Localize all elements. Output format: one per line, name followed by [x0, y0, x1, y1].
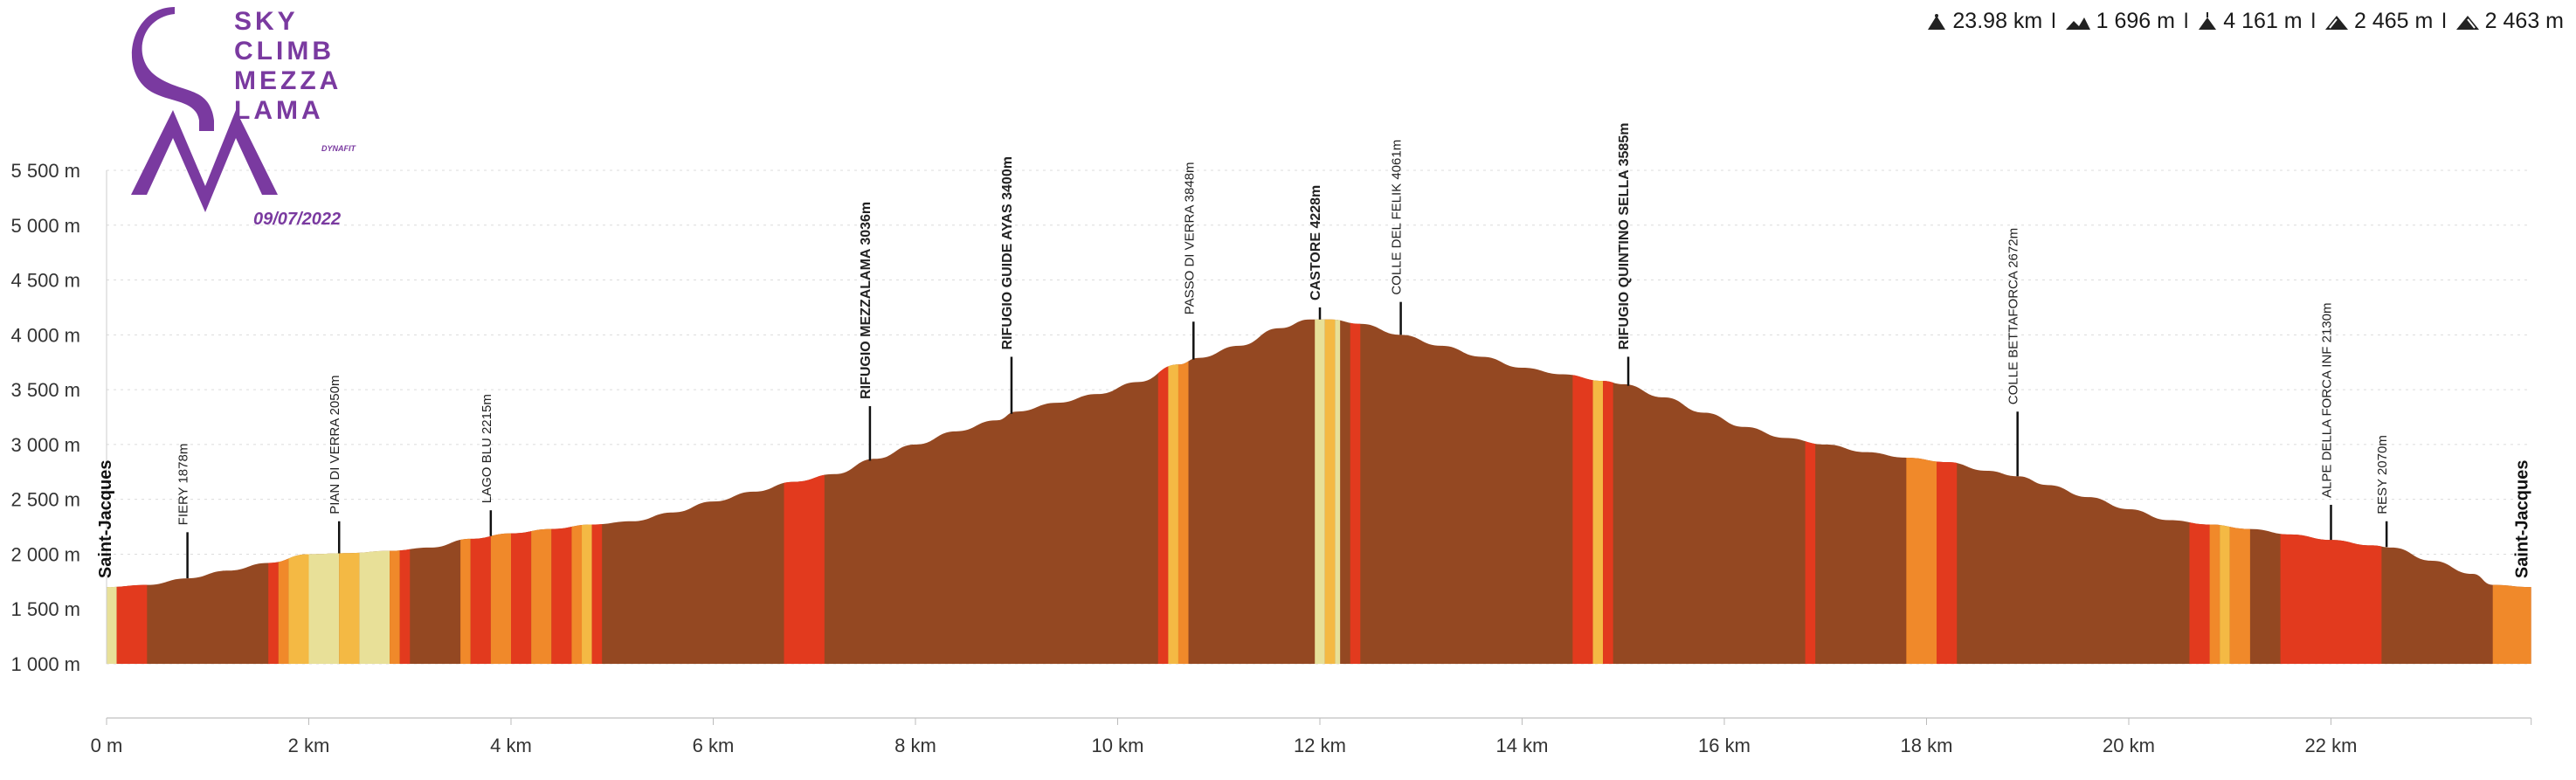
terrain-band: [1335, 319, 1341, 664]
terrain-band: [2209, 319, 2220, 664]
route-stats: 23.98 km l 1 696 m l 4 161 m l 2 465 m l…: [1926, 9, 2564, 34]
y-axis: 1 000 m 1 500 m 2 000 m 2 500 m 3 000 m 3 500…: [11, 160, 107, 675]
terrain-band: [107, 319, 117, 664]
terrain-band: [2220, 319, 2230, 664]
terrain-band: [582, 319, 592, 664]
descent-icon: [2455, 15, 2479, 30]
terrain-band: [1805, 319, 1816, 664]
stat-max-altitude: 4 161 m: [2197, 9, 2303, 34]
y-tick-label: 1 000 m: [11, 653, 81, 675]
stat-value: 4 161 m: [2223, 9, 2303, 33]
logo-line: MEZZA: [234, 66, 342, 95]
y-tick-label: 3 500 m: [11, 379, 81, 401]
x-tick-label: 16 km: [1698, 735, 1751, 756]
start-label: Saint-Jacques: [96, 460, 115, 579]
waypoint-label: RIFUGIO MEZZALAMA 3036m: [859, 202, 874, 399]
terrain-band: [2189, 319, 2210, 664]
x-axis: 0 m 2 km 4 km 6 km 8 km 10 km 12 km 14 km 16 km 1…: [91, 717, 2532, 756]
y-tick-label: 4 500 m: [11, 270, 81, 292]
terrain-band: [1603, 319, 1613, 664]
stat-distance: 23.98 km: [1926, 9, 2042, 34]
stat-value: 1 696 m: [2096, 9, 2175, 33]
stat-descent: 2 463 m: [2455, 9, 2564, 34]
x-tick-label: 12 km: [1294, 735, 1346, 756]
waypoint-label: LAGO BLU 2215m: [480, 394, 494, 503]
waypoint-label: RESY 2070m: [2375, 435, 2390, 514]
terrain-band: [460, 319, 471, 664]
terrain-band: [511, 319, 532, 664]
y-tick-label: 5 000 m: [11, 215, 81, 237]
logo-line: CLIMB: [234, 37, 335, 66]
terrain-band: [1168, 319, 1178, 664]
terrain-band: [2229, 319, 2250, 664]
y-tick-label: 3 000 m: [11, 434, 81, 456]
stat-ascent: 2 465 m: [2324, 9, 2433, 34]
x-tick-label: 22 km: [2305, 735, 2358, 756]
brand-mark: DYNAFIT: [321, 144, 356, 153]
event-date: 09/07/2022: [253, 210, 342, 229]
terrain-band: [531, 319, 552, 664]
ascent-icon: [2324, 15, 2348, 30]
elevation-gain-icon: [2065, 17, 2090, 30]
y-tick-label: 5 500 m: [11, 160, 81, 182]
x-tick-label: 14 km: [1496, 735, 1549, 756]
terrain-band: [551, 319, 572, 664]
waypoint-label: COLLE BETTAFORCA 2672m: [2006, 228, 2021, 404]
y-tick-label: 2 000 m: [11, 543, 81, 565]
x-tick-label: 8 km: [894, 735, 936, 756]
max-altitude-icon: [2199, 11, 2217, 30]
waypoint-label: RIFUGIO GUIDE AYAS 3400m: [1000, 156, 1015, 349]
stat-separator: l: [2310, 9, 2316, 33]
stat-value: 2 465 m: [2353, 9, 2434, 33]
waypoint-label: CASTORE 4228m: [1309, 185, 1323, 300]
stat-separator: l: [2183, 9, 2189, 33]
logo-line: SKY: [234, 7, 299, 36]
distance-icon: [1928, 13, 1946, 30]
terrain-band: [1178, 319, 1189, 664]
waypoint-labels: FIERY 1878m PIAN DI VERRA 2050m LAGO BLU 2…: [176, 123, 2390, 579]
y-tick-label: 1 500 m: [11, 598, 81, 620]
stat-value: 2 463 m: [2484, 9, 2564, 33]
terrain-band: [1572, 319, 1593, 664]
waypoint-label: PIAN DI VERRA 2050m: [328, 376, 342, 514]
terrain-band: [1906, 319, 1937, 664]
x-tick-label: 4 km: [490, 735, 532, 756]
waypoint-label: RIFUGIO QUINTINO SELLA 3585m: [1617, 123, 1632, 350]
stat-separator: l: [2441, 9, 2447, 33]
x-tick-label: 10 km: [1092, 735, 1144, 756]
terrain-band: [1315, 319, 1325, 664]
terrain-band: [1350, 319, 1361, 664]
start-end-labels: Saint-Jacques Saint-Jacques: [96, 460, 2532, 579]
terrain-band: [1324, 319, 1336, 664]
y-tick-label: 4 000 m: [11, 324, 81, 346]
terrain-band: [390, 319, 400, 664]
waypoint-label: FIERY 1878m: [176, 444, 191, 526]
x-tick-label: 0 m: [91, 735, 123, 756]
stat-elevation-gain: 1 696 m: [2065, 9, 2175, 34]
terrain-band: [1592, 319, 1604, 664]
terrain-band: [571, 319, 583, 664]
stat-value: 23.98 km: [1952, 9, 2043, 33]
terrain-band: [784, 319, 825, 664]
terrain-band: [591, 319, 603, 664]
terrain-band: [2492, 319, 2531, 664]
terrain-band: [399, 319, 411, 664]
y-tick-label: 2 500 m: [11, 489, 81, 511]
waypoint-label: ALPE DELLA FORCA INF 2130m: [2320, 303, 2335, 498]
end-label: Saint-Jacques: [2513, 460, 2532, 579]
stat-separator: l: [2051, 9, 2056, 33]
terrain-band: [1157, 319, 1169, 664]
event-logo: [131, 7, 278, 212]
logo-line: LAMA: [234, 96, 324, 125]
waypoint-label: COLLE DEL FELIK 4061m: [1390, 140, 1405, 295]
logo-wordmark: SKY CLIMB MEZZA LAMA: [234, 7, 342, 126]
x-tick-label: 6 km: [693, 735, 735, 756]
terrain-band: [1937, 319, 1958, 664]
waypoint-label: PASSO DI VERRA 3848m: [1182, 162, 1197, 314]
x-tick-label: 20 km: [2103, 735, 2155, 756]
x-tick-label: 2 km: [288, 735, 330, 756]
x-tick-label: 18 km: [1901, 735, 1953, 756]
